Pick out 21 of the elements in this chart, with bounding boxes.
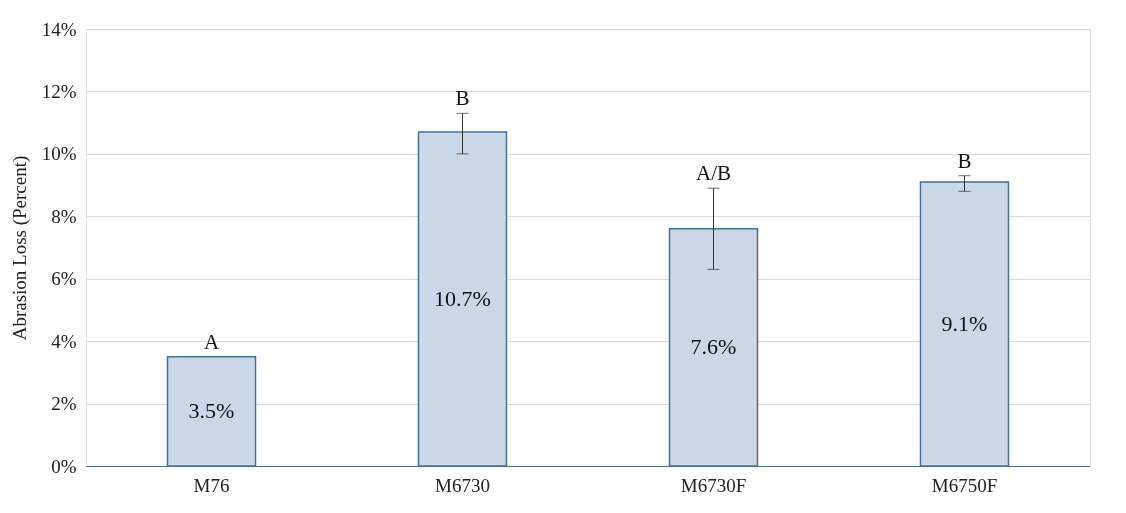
- y-tick-label: 0%: [51, 455, 77, 477]
- x-tick-label: M6730: [435, 474, 490, 496]
- annotation: B: [455, 86, 470, 111]
- y-tick-label: 2%: [51, 393, 77, 415]
- y-tick-label: 6%: [51, 268, 77, 290]
- y-tick-label: 8%: [51, 205, 77, 227]
- data-label: 3.5%: [188, 398, 235, 424]
- y-tick-label: 10%: [41, 143, 77, 165]
- y-tick-label: 12%: [41, 80, 77, 102]
- annotation: A: [203, 329, 220, 354]
- x-tick-label: M6730F: [680, 474, 747, 496]
- y-tick-label: 4%: [51, 330, 77, 352]
- annotation: A/B: [695, 161, 732, 186]
- y-axis-title: Abrasion Loss (Percent): [8, 155, 31, 341]
- data-label: 9.1%: [941, 310, 988, 336]
- data-label: 7.6%: [690, 334, 737, 360]
- x-tick-label: M6750F: [931, 474, 998, 496]
- x-tick-label: M76: [193, 474, 230, 496]
- data-label: 10.7%: [434, 286, 491, 311]
- y-tick-label: 14%: [41, 18, 77, 40]
- annotation: B: [957, 148, 972, 173]
